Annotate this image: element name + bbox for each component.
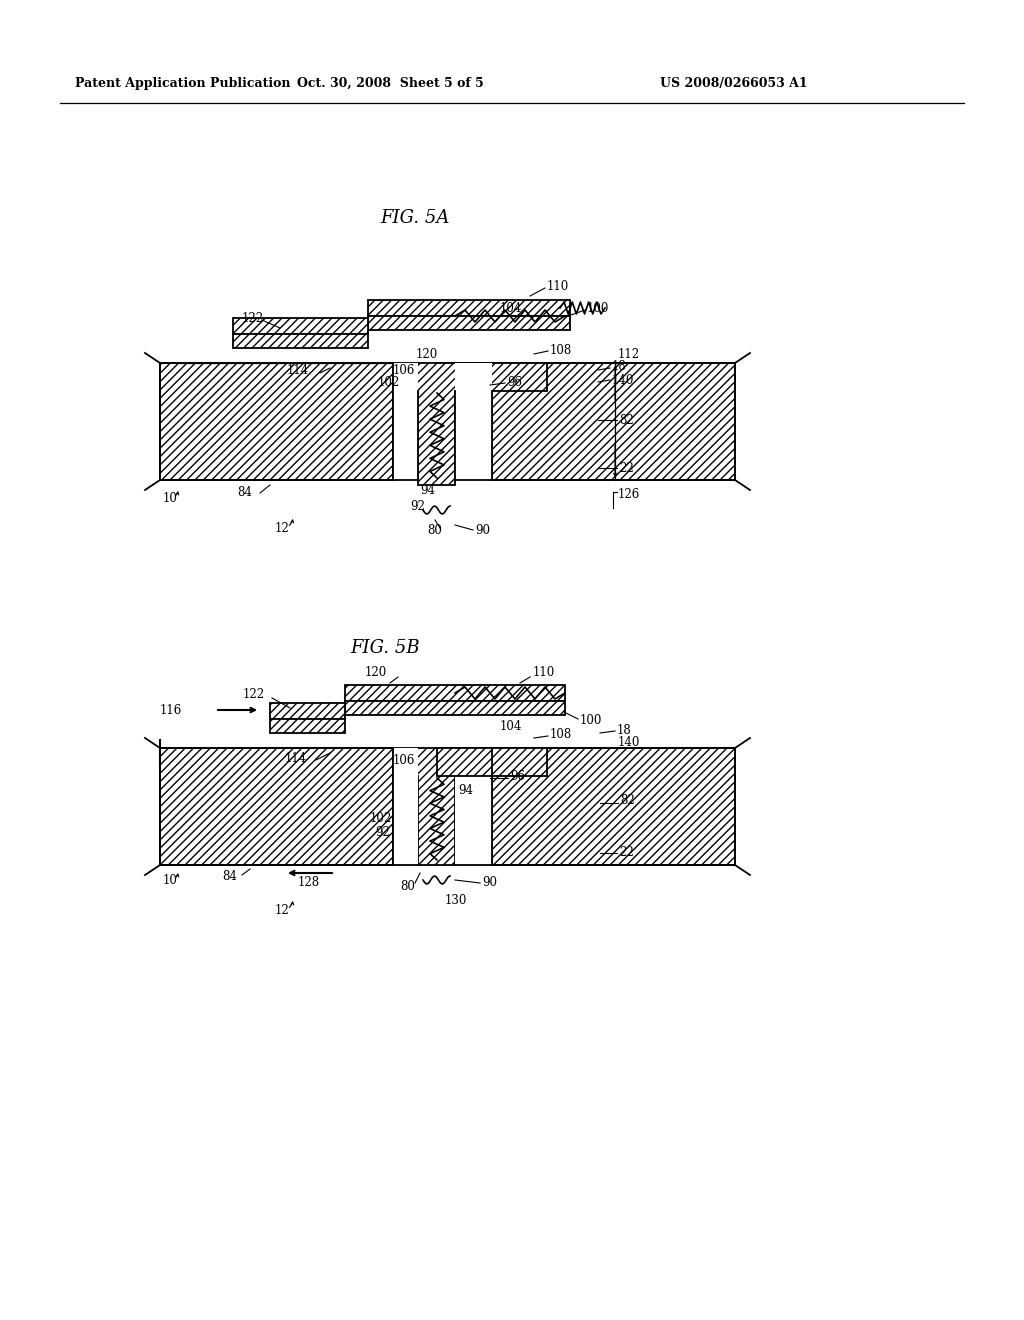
Text: 106: 106 (393, 754, 416, 767)
Text: 100: 100 (580, 714, 602, 726)
Text: 92: 92 (410, 500, 425, 513)
Text: 102: 102 (370, 812, 392, 825)
Text: Patent Application Publication: Patent Application Publication (75, 77, 291, 90)
Text: 112: 112 (618, 348, 640, 362)
Polygon shape (345, 701, 565, 715)
Polygon shape (393, 748, 547, 865)
Text: 84: 84 (237, 487, 252, 499)
Text: 18: 18 (617, 723, 632, 737)
Text: 110: 110 (534, 665, 555, 678)
Text: 22: 22 (618, 846, 634, 858)
Text: 122: 122 (242, 312, 264, 325)
Polygon shape (345, 685, 565, 701)
Polygon shape (437, 363, 492, 391)
Polygon shape (270, 704, 345, 719)
Text: 12: 12 (275, 903, 290, 916)
Polygon shape (368, 300, 570, 315)
Text: 10: 10 (163, 491, 178, 504)
Polygon shape (437, 748, 492, 776)
Text: 140: 140 (612, 374, 635, 387)
Text: 80: 80 (427, 524, 442, 536)
Text: 90: 90 (482, 876, 497, 890)
Text: 110: 110 (547, 280, 569, 293)
Text: 102: 102 (378, 376, 400, 389)
Text: 82: 82 (618, 413, 634, 426)
Text: 140: 140 (618, 737, 640, 750)
Polygon shape (368, 315, 570, 330)
Text: 108: 108 (550, 729, 572, 742)
Text: 114: 114 (285, 751, 307, 764)
Polygon shape (160, 748, 393, 865)
Text: 94: 94 (458, 784, 473, 797)
Text: 120: 120 (416, 348, 438, 362)
Text: US 2008/0266053 A1: US 2008/0266053 A1 (660, 77, 808, 90)
Polygon shape (492, 363, 735, 480)
Text: 80: 80 (400, 880, 415, 894)
Text: 96: 96 (507, 375, 522, 388)
Text: 122: 122 (243, 689, 265, 701)
Polygon shape (270, 719, 345, 733)
Polygon shape (492, 748, 735, 865)
Text: 128: 128 (298, 876, 321, 890)
Text: 96: 96 (510, 770, 525, 783)
Text: 100: 100 (587, 301, 609, 314)
Polygon shape (233, 334, 368, 348)
Text: 116: 116 (160, 704, 182, 717)
Polygon shape (160, 363, 393, 480)
Text: 90: 90 (475, 524, 490, 536)
Text: 130: 130 (445, 894, 467, 907)
Text: 104: 104 (500, 301, 522, 314)
Text: 92: 92 (375, 826, 390, 840)
Text: 12: 12 (275, 521, 290, 535)
Text: 82: 82 (620, 795, 635, 808)
Bar (455, 363, 492, 480)
Text: 22: 22 (618, 462, 634, 474)
Text: 10: 10 (163, 874, 178, 887)
Text: Oct. 30, 2008  Sheet 5 of 5: Oct. 30, 2008 Sheet 5 of 5 (297, 77, 483, 90)
Text: 18: 18 (612, 359, 627, 372)
Text: 114: 114 (287, 363, 309, 376)
Bar (393, 363, 418, 480)
Text: 94: 94 (420, 484, 435, 498)
Text: 106: 106 (393, 363, 416, 376)
Bar (455, 748, 492, 865)
Text: 126: 126 (618, 488, 640, 502)
Text: 84: 84 (222, 870, 237, 883)
Bar (393, 748, 418, 865)
Text: 104: 104 (500, 721, 522, 734)
Text: 108: 108 (550, 343, 572, 356)
Polygon shape (233, 318, 368, 334)
Text: 120: 120 (365, 665, 387, 678)
Polygon shape (393, 363, 547, 484)
Text: FIG. 5B: FIG. 5B (350, 639, 420, 657)
Text: FIG. 5A: FIG. 5A (380, 209, 450, 227)
